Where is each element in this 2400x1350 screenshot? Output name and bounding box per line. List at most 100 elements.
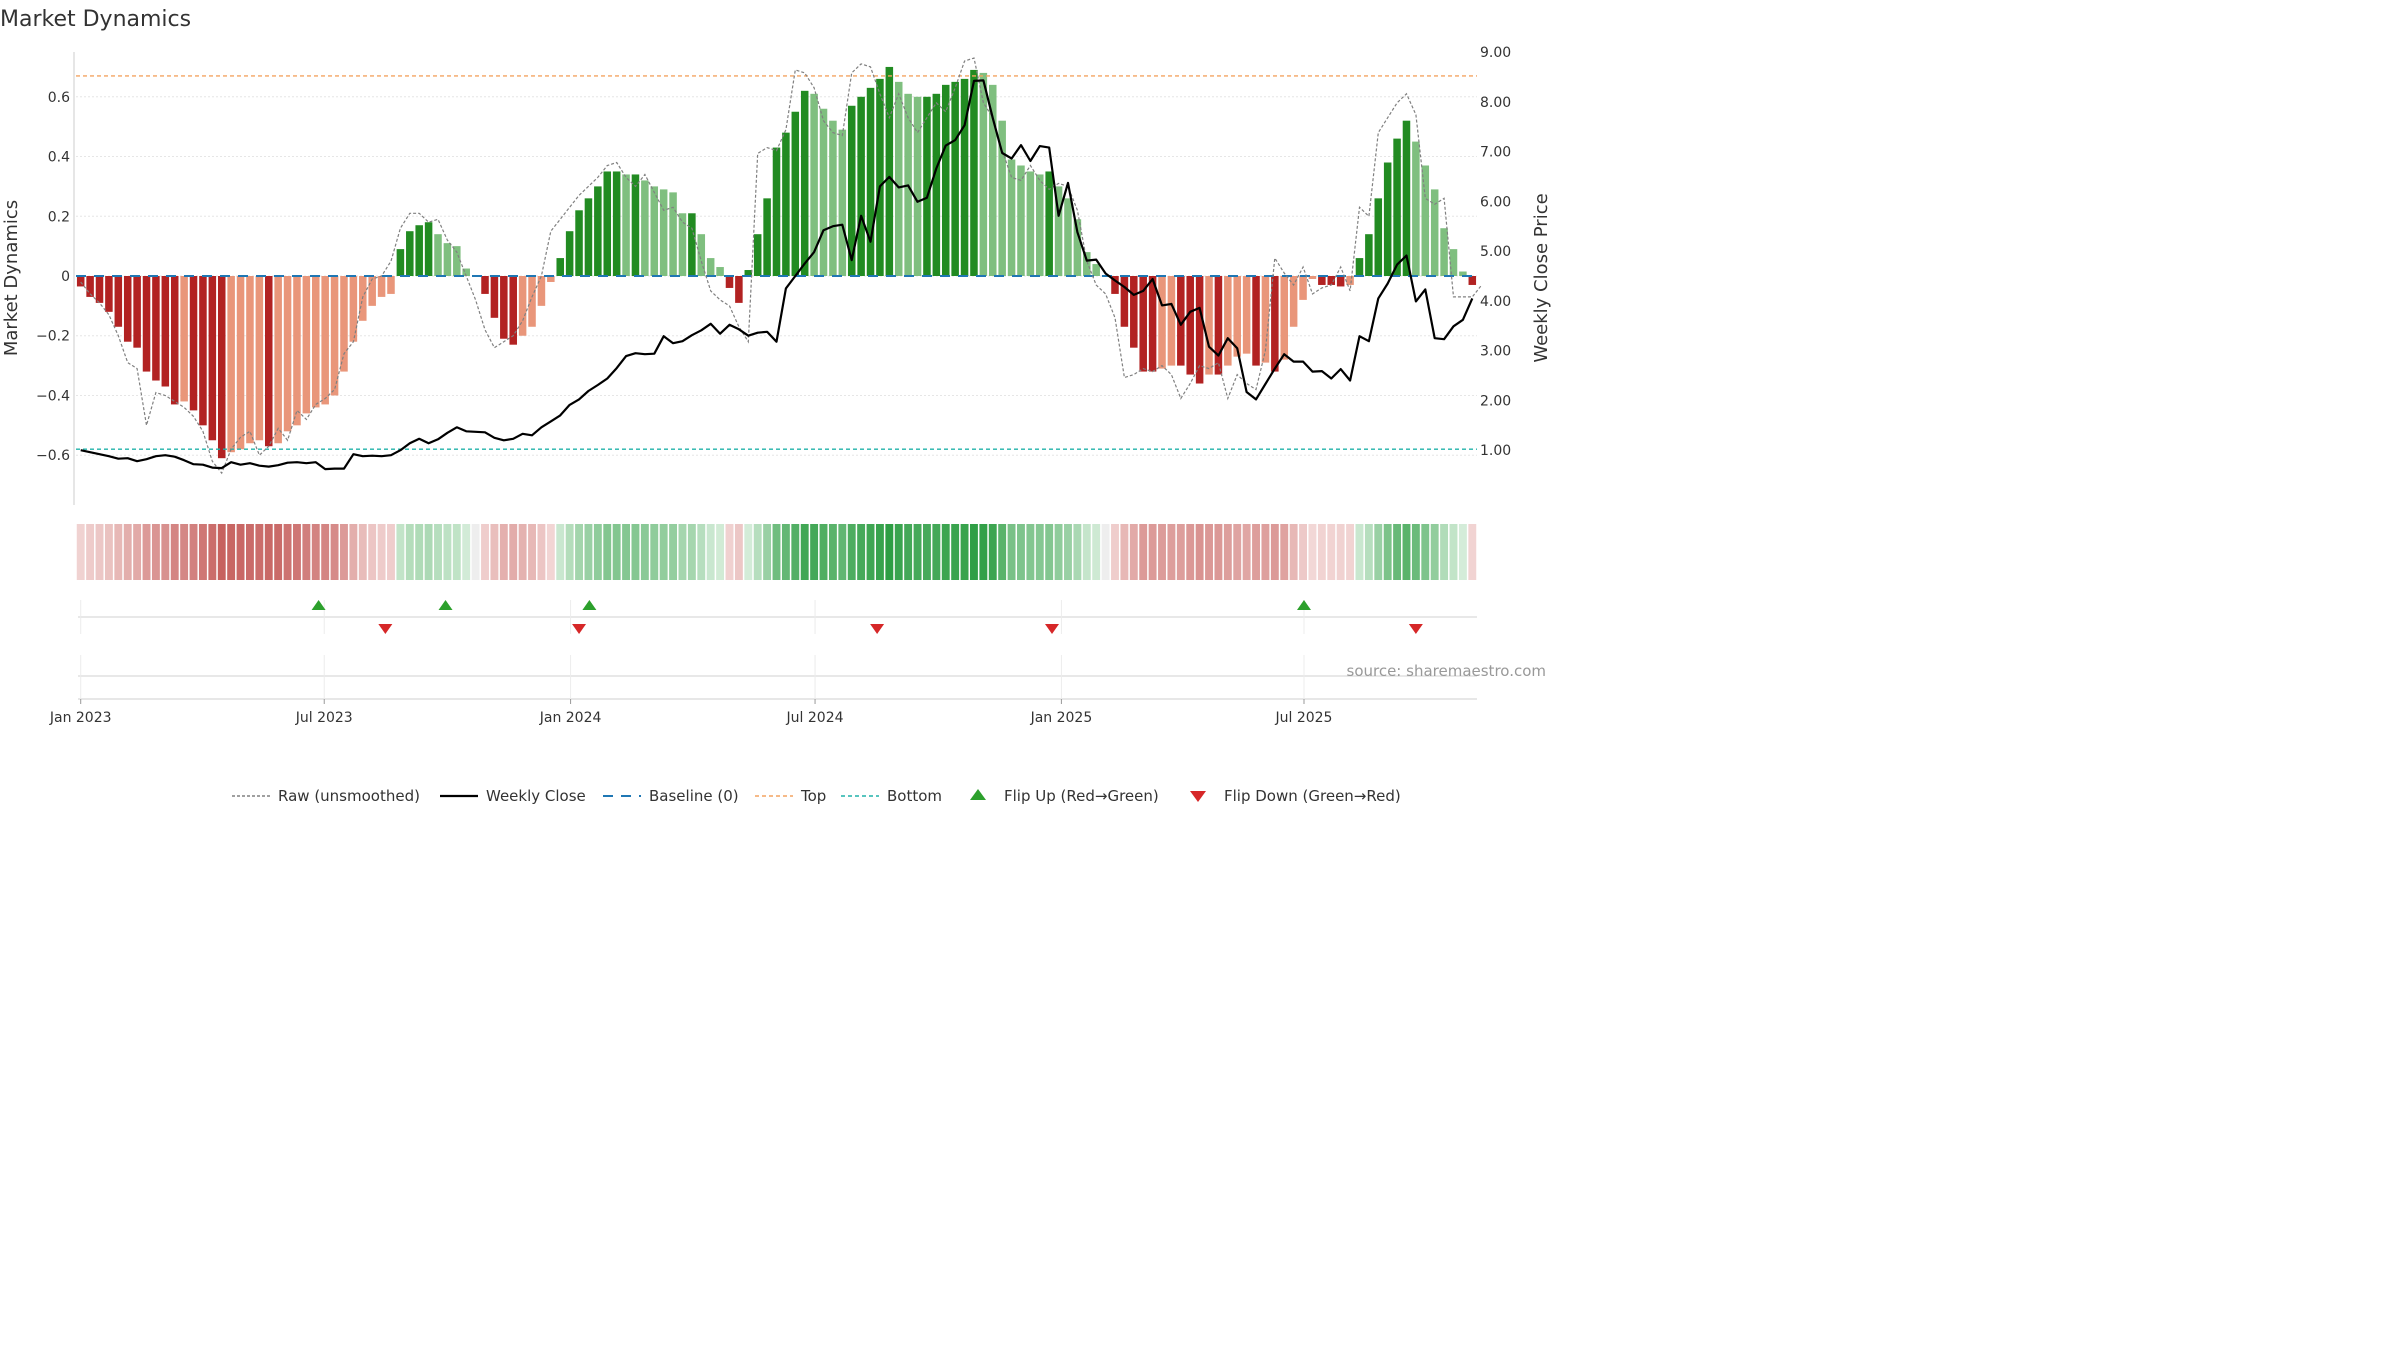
legend-label: Baseline (0) (649, 787, 739, 805)
regime-cell (142, 524, 151, 580)
legend-label: Top (800, 787, 826, 805)
dynamics-bar (641, 180, 649, 276)
reference-lines (76, 75, 1477, 450)
regime-cell (1308, 524, 1317, 580)
dynamics-bar (142, 276, 151, 372)
dynamics-bar (1421, 165, 1430, 276)
flip-marker-panel (78, 600, 1477, 700)
regime-cell (255, 524, 264, 580)
dynamics-bar (443, 243, 452, 276)
dynamics-bar (1355, 258, 1364, 276)
regime-cell (1176, 524, 1185, 580)
regime-cell (1139, 524, 1148, 580)
regime-cell (1449, 524, 1458, 580)
regime-strip (76, 524, 1477, 580)
regime-cell (1035, 524, 1044, 580)
dynamics-bar (1214, 276, 1223, 375)
regime-cell (932, 524, 941, 580)
dynamics-bar (753, 234, 762, 276)
dynamics-bar (1130, 276, 1138, 348)
dynamics-bar (1280, 276, 1289, 360)
regime-cell (763, 524, 772, 580)
dynamics-bars (76, 66, 1477, 459)
regime-cell (189, 524, 198, 580)
dynamics-bar (500, 276, 508, 339)
regime-cell (593, 524, 602, 580)
regime-cell (76, 524, 85, 580)
regime-cell (706, 524, 715, 580)
dynamics-bar (763, 198, 771, 276)
dynamics-bar (368, 276, 376, 306)
regime-cell (490, 524, 499, 580)
regime-cell (1045, 524, 1054, 580)
dynamics-bar (415, 225, 423, 276)
regime-cell (1120, 524, 1129, 580)
left-axis-label: Market Dynamics (1, 200, 22, 356)
dynamics-bar (396, 249, 405, 276)
raw-series (80, 57, 1483, 475)
weekly-close-line (80, 79, 1474, 471)
regime-cell (114, 524, 123, 580)
dynamics-bar (1064, 198, 1072, 276)
regime-cell (1440, 524, 1449, 580)
regime-cell (471, 524, 480, 580)
dynamics-bar (1374, 198, 1383, 276)
dynamics-bar (1299, 276, 1307, 300)
regime-cell (734, 524, 743, 580)
regime-cell (1195, 524, 1204, 580)
regime-cell (1364, 524, 1373, 580)
dynamics-bar (1045, 171, 1053, 276)
regime-cell (1261, 524, 1270, 580)
regime-cell (1148, 524, 1157, 580)
regime-cell (556, 524, 565, 580)
dynamics-bar (866, 87, 875, 276)
dynamics-bar (1252, 276, 1260, 366)
regime-cell (1233, 524, 1242, 580)
dynamics-bar (490, 276, 499, 318)
dynamics-bar (923, 96, 931, 276)
dynamics-bar (1430, 189, 1439, 276)
regime-cell (1374, 524, 1383, 580)
dynamics-bar (274, 276, 282, 444)
x-tick-label: Jan 2023 (49, 710, 112, 726)
dynamics-bar (1007, 159, 1016, 276)
dynamics-bar (819, 108, 828, 276)
dynamics-bar (622, 174, 630, 276)
regime-cell (603, 524, 612, 580)
dynamics-bar (1242, 276, 1251, 354)
dynamics-bar (1412, 141, 1420, 276)
regime-cell (697, 524, 706, 580)
left-tick-label: −0.2 (36, 329, 70, 345)
regime-cell (922, 524, 931, 580)
regime-cell (1336, 524, 1345, 580)
regime-cell (1289, 524, 1298, 580)
legend-swatch (1190, 791, 1206, 802)
regime-cell (828, 524, 837, 580)
dynamics-bar (1167, 276, 1176, 366)
dynamics-bar (979, 72, 988, 276)
regime-cell (1073, 524, 1082, 580)
dynamics-bar (76, 276, 85, 287)
dynamics-bar (1233, 276, 1241, 357)
dynamics-bar (800, 90, 809, 277)
dynamics-bar (716, 267, 724, 276)
dynamics-bar (462, 268, 470, 276)
weekly-close-series (80, 79, 1474, 471)
flip-down-marker (1044, 624, 1059, 634)
flip-up-marker (311, 600, 326, 610)
dynamics-bar (735, 276, 743, 303)
raw-line (80, 57, 1483, 475)
regime-cell (1458, 524, 1467, 580)
regime-cell (415, 524, 424, 580)
regime-cell (104, 524, 113, 580)
regime-cell (951, 524, 960, 580)
regime-cell (1064, 524, 1072, 580)
dynamics-bar (847, 105, 856, 276)
dynamics-bar (575, 210, 583, 276)
dynamics-bar (227, 276, 235, 453)
regime-cell (1242, 524, 1251, 580)
dynamics-bar (594, 186, 602, 276)
dynamics-bar (406, 231, 414, 276)
regime-cell (1082, 524, 1091, 580)
regime-cell (970, 524, 978, 580)
